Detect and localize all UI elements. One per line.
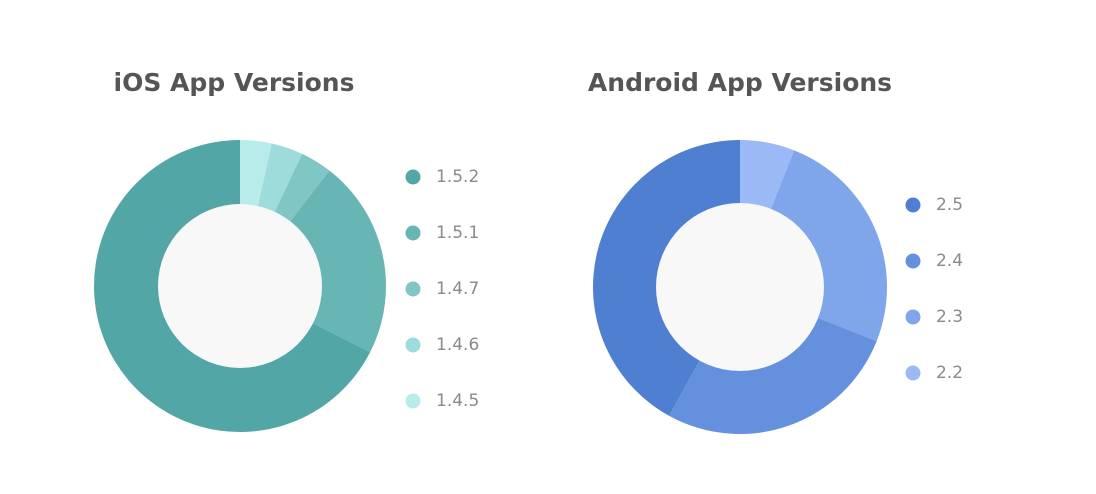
legend-label: 2.4 — [936, 251, 963, 271]
legend-label: 1.4.6 — [436, 335, 479, 355]
chart-title: Android App Versions — [588, 68, 892, 97]
legend-label: 2.2 — [936, 363, 963, 383]
legend-swatch — [905, 309, 921, 325]
legend-label: 1.5.2 — [436, 167, 479, 187]
legend-label: 1.4.7 — [436, 279, 479, 299]
legend-label: 1.4.5 — [436, 391, 479, 411]
legend-label: 2.3 — [936, 307, 963, 327]
legend-label: 2.5 — [936, 195, 963, 215]
legend-label: 1.5.1 — [436, 223, 479, 243]
legend-swatch — [405, 281, 421, 297]
legend-swatch — [405, 225, 421, 241]
legend-swatch — [405, 393, 421, 409]
legend-swatch — [405, 169, 421, 185]
donut-hole — [656, 203, 824, 371]
legend-swatch — [405, 337, 421, 353]
chart-title: iOS App Versions — [114, 68, 355, 97]
donut-hole — [158, 204, 322, 368]
legend-swatch — [905, 253, 921, 269]
legend-swatch — [905, 197, 921, 213]
legend-swatch — [905, 365, 921, 381]
